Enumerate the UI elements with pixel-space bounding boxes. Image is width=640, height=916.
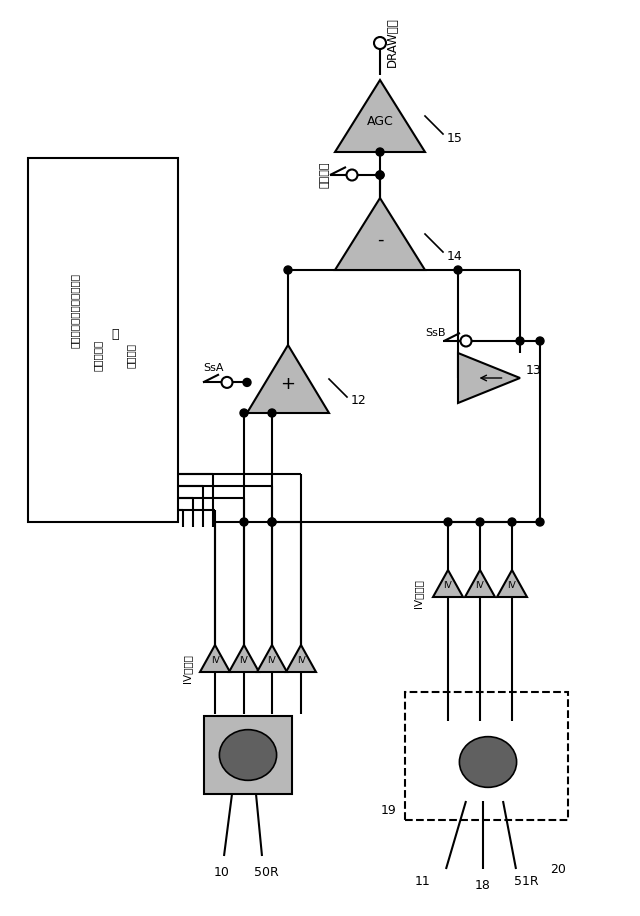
- Text: IV: IV: [296, 656, 305, 665]
- Polygon shape: [247, 345, 329, 413]
- Text: 11: 11: [415, 875, 431, 888]
- Circle shape: [461, 335, 472, 346]
- Polygon shape: [257, 645, 287, 672]
- Text: 10: 10: [214, 866, 230, 879]
- Text: 再生回路: 再生回路: [126, 343, 136, 367]
- Circle shape: [516, 337, 524, 345]
- Text: +: +: [280, 376, 296, 394]
- Text: -: -: [377, 231, 383, 249]
- Circle shape: [454, 266, 462, 274]
- Circle shape: [243, 378, 251, 387]
- Text: 変動信号: 変動信号: [320, 162, 330, 189]
- Text: ＋: ＋: [111, 329, 119, 342]
- Text: 51R: 51R: [514, 875, 538, 888]
- Ellipse shape: [220, 730, 276, 780]
- Polygon shape: [458, 353, 520, 403]
- Text: IV: IV: [444, 581, 452, 590]
- Circle shape: [268, 409, 276, 417]
- Bar: [444, 723, 532, 801]
- Text: IV: IV: [268, 656, 276, 665]
- Text: IV: IV: [476, 581, 484, 590]
- Text: 20: 20: [550, 863, 566, 876]
- Circle shape: [376, 171, 384, 179]
- Text: SsB: SsB: [426, 328, 446, 338]
- Polygon shape: [286, 645, 316, 672]
- Circle shape: [476, 518, 484, 526]
- Circle shape: [536, 518, 544, 526]
- Text: 14: 14: [447, 249, 463, 263]
- Text: DRAW信号: DRAW信号: [386, 17, 399, 67]
- Bar: [405, 692, 568, 820]
- Polygon shape: [335, 198, 425, 270]
- Text: 13: 13: [526, 364, 541, 376]
- Text: 信号生成部: 信号生成部: [93, 339, 103, 371]
- Circle shape: [376, 148, 384, 156]
- Text: 50R: 50R: [253, 866, 278, 879]
- Text: AGC: AGC: [367, 115, 394, 128]
- Text: 12: 12: [351, 395, 367, 408]
- Polygon shape: [465, 570, 495, 597]
- Polygon shape: [229, 645, 259, 672]
- Text: 19: 19: [381, 803, 397, 816]
- Text: IV: IV: [211, 656, 220, 665]
- Text: フォーカス・トラッキング: フォーカス・トラッキング: [70, 272, 80, 347]
- Polygon shape: [200, 645, 230, 672]
- Text: IV: IV: [239, 656, 248, 665]
- Polygon shape: [497, 570, 527, 597]
- Circle shape: [444, 518, 452, 526]
- Circle shape: [268, 518, 276, 526]
- Circle shape: [221, 376, 232, 387]
- Circle shape: [284, 266, 292, 274]
- Polygon shape: [335, 80, 425, 152]
- Circle shape: [268, 518, 276, 526]
- Circle shape: [374, 37, 386, 49]
- Ellipse shape: [460, 736, 516, 788]
- Bar: [204, 716, 292, 794]
- Bar: [28, 158, 178, 522]
- Circle shape: [346, 169, 358, 180]
- Circle shape: [536, 337, 544, 345]
- Circle shape: [376, 171, 384, 179]
- Text: IVアンプ: IVアンプ: [182, 654, 192, 683]
- Text: IV: IV: [508, 581, 516, 590]
- Polygon shape: [433, 570, 463, 597]
- Text: 18: 18: [475, 879, 491, 892]
- Text: 15: 15: [447, 132, 463, 145]
- Circle shape: [240, 518, 248, 526]
- Text: SsA: SsA: [203, 364, 223, 374]
- Circle shape: [240, 409, 248, 417]
- Text: IVアンプ: IVアンプ: [413, 579, 423, 608]
- Circle shape: [508, 518, 516, 526]
